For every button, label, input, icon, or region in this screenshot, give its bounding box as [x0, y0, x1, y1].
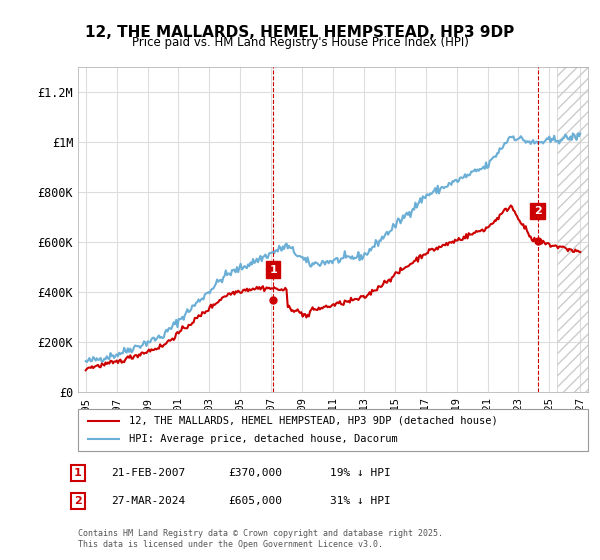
Text: 19% ↓ HPI: 19% ↓ HPI	[330, 468, 391, 478]
Text: 21-FEB-2007: 21-FEB-2007	[111, 468, 185, 478]
Text: 12, THE MALLARDS, HEMEL HEMPSTEAD, HP3 9DP: 12, THE MALLARDS, HEMEL HEMPSTEAD, HP3 9…	[85, 25, 515, 40]
Text: £370,000: £370,000	[228, 468, 282, 478]
Text: £605,000: £605,000	[228, 496, 282, 506]
Text: 2: 2	[534, 206, 541, 216]
Text: 31% ↓ HPI: 31% ↓ HPI	[330, 496, 391, 506]
Text: 27-MAR-2024: 27-MAR-2024	[111, 496, 185, 506]
Text: 12, THE MALLARDS, HEMEL HEMPSTEAD, HP3 9DP (detached house): 12, THE MALLARDS, HEMEL HEMPSTEAD, HP3 9…	[129, 416, 498, 426]
Text: 1: 1	[269, 264, 277, 274]
Text: Contains HM Land Registry data © Crown copyright and database right 2025.
This d: Contains HM Land Registry data © Crown c…	[78, 529, 443, 549]
Text: 2: 2	[74, 496, 82, 506]
Text: Price paid vs. HM Land Registry's House Price Index (HPI): Price paid vs. HM Land Registry's House …	[131, 36, 469, 49]
Text: HPI: Average price, detached house, Dacorum: HPI: Average price, detached house, Daco…	[129, 434, 398, 444]
Text: 1: 1	[74, 468, 82, 478]
FancyBboxPatch shape	[78, 409, 588, 451]
